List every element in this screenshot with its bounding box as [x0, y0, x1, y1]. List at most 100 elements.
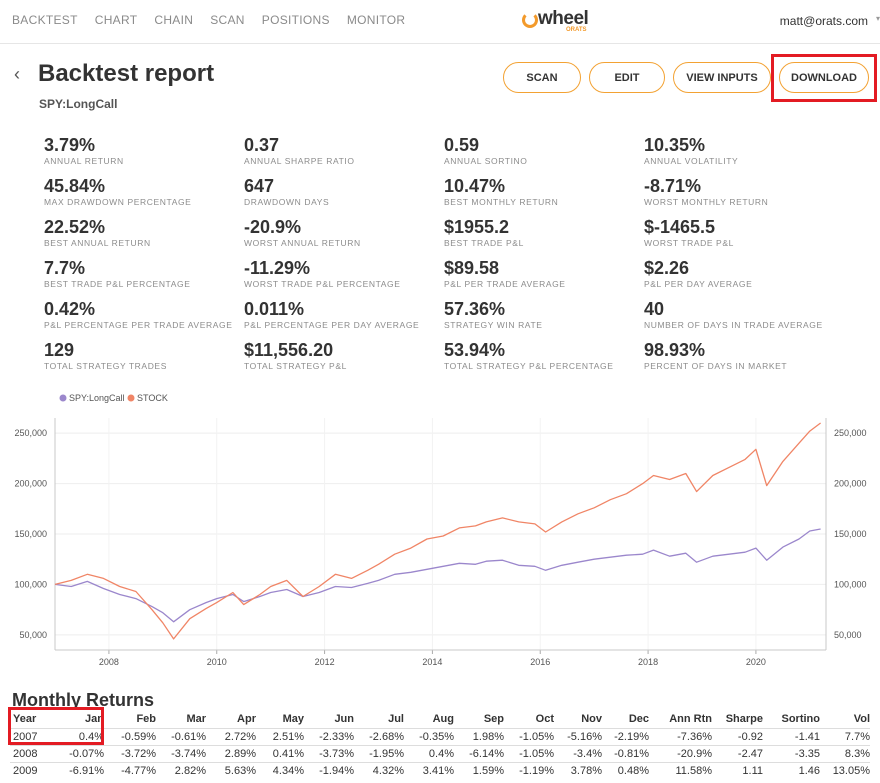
- stat-best-annual: 22.52% BEST ANNUAL RETURN: [44, 217, 151, 248]
- top-nav: BACKTEST CHART CHAIN SCAN POSITIONS MONI…: [0, 0, 880, 44]
- col-header-may[interactable]: May: [282, 713, 304, 725]
- table-cell: 2.89%: [206, 745, 256, 763]
- table-cell: -2.68%: [354, 728, 404, 746]
- table-cell: -0.81%: [602, 745, 649, 763]
- col-header-dec[interactable]: Dec: [628, 713, 649, 725]
- edit-button[interactable]: EDIT: [589, 62, 665, 93]
- col-header-apr[interactable]: Apr: [237, 713, 256, 725]
- table-cell: -1.95%: [354, 745, 404, 763]
- stat-worst-trade-pl: $-1465.5 WORST TRADE P&L: [644, 217, 734, 248]
- table-cell: -1.05%: [504, 745, 554, 763]
- x-tick-label: 2008: [99, 657, 119, 667]
- table-cell: 1.59%: [454, 762, 504, 780]
- table-cell: 0.41%: [256, 745, 304, 763]
- table-cell: -1.41: [763, 728, 820, 746]
- monthly-returns-table: Year Jan Feb Mar Apr May Jun Jul Aug Sep Oct Nov Dec…: [10, 710, 870, 780]
- strategy-subtitle: SPY:LongCall: [39, 97, 118, 111]
- download-button[interactable]: DOWNLOAD: [779, 62, 869, 93]
- col-header-sharpe[interactable]: Sharpe: [725, 713, 763, 725]
- legend-dot-stock: [127, 394, 135, 402]
- col-header-ann-rtn[interactable]: Ann Rtn: [669, 713, 712, 725]
- table-cell: -3.74%: [156, 745, 206, 763]
- stat-pct-days-market: 98.93% PERCENT OF DAYS IN MARKET: [644, 340, 788, 371]
- table-cell: -4.77%: [104, 762, 156, 780]
- y-tick-label-left: 200,000: [14, 479, 47, 489]
- table-cell: 2.72%: [206, 728, 256, 746]
- chart-lines: [54, 422, 821, 640]
- col-header-mar[interactable]: Mar: [186, 713, 206, 725]
- y-tick-label-right: 100,000: [834, 579, 867, 589]
- table-cell: -5.16%: [554, 728, 602, 746]
- nav-scan[interactable]: SCAN: [210, 13, 245, 27]
- series-line-strategy[interactable]: [54, 528, 821, 623]
- table-cell: 2.82%: [156, 762, 206, 780]
- stat-annual-return: 3.79% ANNUAL RETURN: [44, 135, 124, 166]
- stat-worst-annual: -20.9% WORST ANNUAL RETURN: [244, 217, 361, 248]
- y-tick-label-right: 200,000: [834, 479, 867, 489]
- col-header-jul[interactable]: Jul: [388, 713, 404, 725]
- scan-button[interactable]: SCAN: [503, 62, 581, 93]
- user-email[interactable]: matt@orats.com: [779, 14, 868, 28]
- year-jan-highlight-box: [8, 707, 104, 745]
- nav-chain[interactable]: CHAIN: [154, 13, 194, 27]
- table-cell: -0.92: [712, 728, 763, 746]
- stat-pl-per-day: $2.26 P&L PER DAY AVERAGE: [644, 258, 753, 289]
- series-line-stock[interactable]: [54, 422, 821, 640]
- table-cell: -7.36%: [649, 728, 712, 746]
- x-tick-label: 2012: [315, 657, 335, 667]
- table-row: 2007 0.4% -0.59% -0.61% 2.72% 2.51% -2.33% -2.6…: [10, 728, 870, 746]
- col-header-oct[interactable]: Oct: [535, 713, 554, 725]
- table-cell: 13.05%: [820, 762, 870, 780]
- stat-days-in-trade: 40 NUMBER OF DAYS IN TRADE AVERAGE: [644, 299, 823, 330]
- col-header-jun[interactable]: Jun: [334, 713, 354, 725]
- stat-best-trade-pl: $1955.2 BEST TRADE P&L: [444, 217, 524, 248]
- table-cell: 1.11: [712, 762, 763, 780]
- nav-chart[interactable]: CHART: [94, 13, 138, 27]
- x-tick-label: 2010: [207, 657, 227, 667]
- stat-worst-trade-pct: -11.29% WORST TRADE P&L PERCENTAGE: [244, 258, 401, 289]
- nav-backtest[interactable]: BACKTEST: [12, 13, 78, 27]
- col-header-feb[interactable]: Feb: [136, 713, 156, 725]
- table-cell: 2009: [10, 762, 60, 780]
- x-tick-label: 2014: [422, 657, 442, 667]
- stat-annual-sharpe: 0.37 ANNUAL SHARPE RATIO: [244, 135, 355, 166]
- y-tick-label-right: 250,000: [834, 428, 867, 438]
- col-header-year[interactable]: Year: [13, 713, 37, 725]
- col-header-sep[interactable]: Sep: [483, 713, 504, 725]
- col-header-aug[interactable]: Aug: [432, 713, 454, 725]
- col-header-vol[interactable]: Vol: [853, 713, 870, 725]
- nav-positions[interactable]: POSITIONS: [261, 13, 330, 27]
- stat-total-trades: 129 TOTAL STRATEGY TRADES: [44, 340, 167, 371]
- col-header-jan[interactable]: Jan: [85, 713, 104, 725]
- download-highlight-box: [771, 54, 877, 102]
- y-tick-label-left: 100,000: [14, 579, 47, 589]
- table-cell: 4.32%: [354, 762, 404, 780]
- table-header-row: Year Jan Feb Mar Apr May Jun Jul Aug Sep Oct Nov Dec…: [10, 710, 870, 729]
- table-cell: -6.91%: [60, 762, 104, 780]
- nav-monitor[interactable]: MONITOR: [346, 13, 406, 27]
- logo-text: wheel: [538, 8, 589, 29]
- user-menu-chevron-icon[interactable]: ▾: [875, 14, 880, 23]
- chart-legend[interactable]: SPY:LongCall STOCK: [59, 393, 168, 403]
- legend-label-strategy[interactable]: SPY:LongCall: [69, 393, 125, 403]
- table-cell: 2.51%: [256, 728, 304, 746]
- back-chevron-icon[interactable]: ‹: [14, 64, 20, 84]
- stat-max-drawdown: 45.84% MAX DRAWDOWN PERCENTAGE: [44, 176, 192, 207]
- equity-chart[interactable]: SPY:LongCall STOCK 50,000 50,000 100,000 10…: [0, 388, 880, 678]
- col-header-nov[interactable]: Nov: [581, 713, 602, 725]
- logo-ring-icon: [522, 12, 538, 28]
- table-cell: 1.46: [763, 762, 820, 780]
- table-cell: -0.35%: [404, 728, 454, 746]
- table-cell: 8.3%: [820, 745, 870, 763]
- table-cell: -1.05%: [504, 728, 554, 746]
- wheel-logo[interactable]: wheel ORATS: [522, 8, 592, 36]
- col-header-sortino[interactable]: Sortino: [781, 713, 821, 725]
- table-cell: -6.14%: [454, 745, 504, 763]
- view-inputs-button[interactable]: VIEW INPUTS: [673, 62, 771, 93]
- stat-worst-monthly: -8.71% WORST MONTHLY RETURN: [644, 176, 769, 207]
- chart-grid: [55, 418, 826, 650]
- legend-label-stock[interactable]: STOCK: [137, 393, 168, 403]
- table-cell: -1.94%: [304, 762, 354, 780]
- table-cell: 0.4%: [404, 745, 454, 763]
- table-cell: 3.41%: [404, 762, 454, 780]
